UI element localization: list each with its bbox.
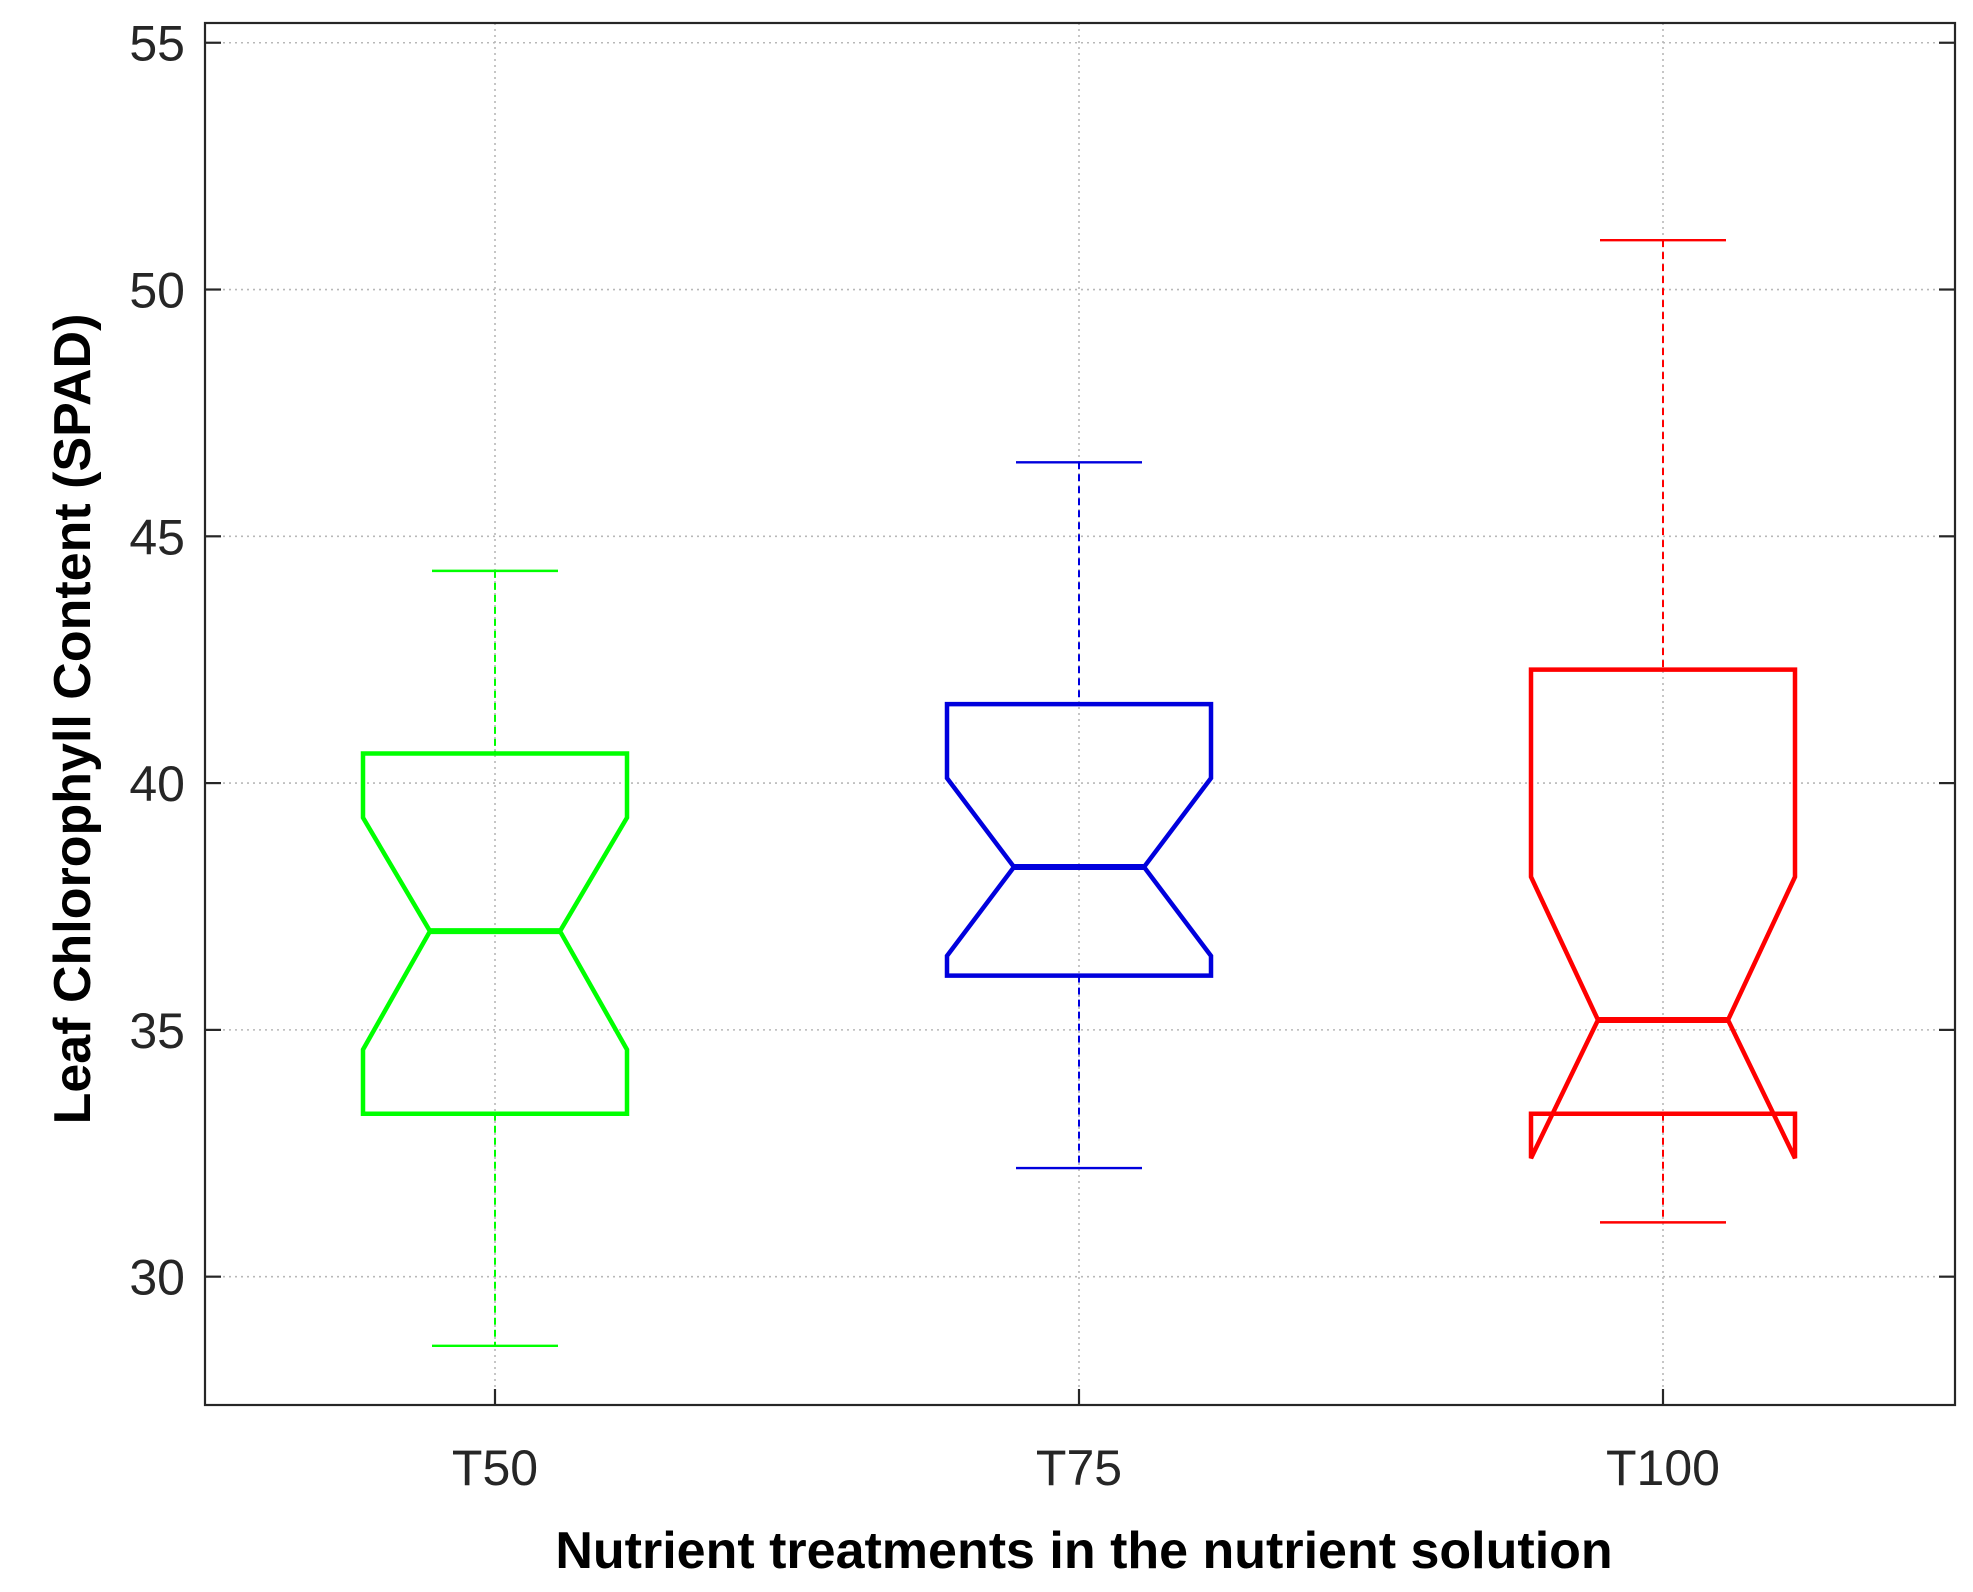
y-tick-label-45: 45 xyxy=(129,509,185,565)
x-tick-label-T75: T75 xyxy=(1036,1440,1122,1496)
notched-box-T75 xyxy=(944,701,1214,978)
x-tick-label-T50: T50 xyxy=(452,1440,538,1496)
box-T50 xyxy=(360,569,630,1347)
y-tick-label-55: 55 xyxy=(129,16,185,72)
y-tick-label-30: 30 xyxy=(129,1250,185,1306)
y-tick-label-40: 40 xyxy=(129,756,185,812)
box-T75 xyxy=(944,461,1214,1170)
y-tick-label-50: 50 xyxy=(129,263,185,319)
axis-ticks: 30 35 40 45 50 55 T50 T75 T100 xyxy=(129,16,1955,1496)
x-axis-title: Nutrient treatments in the nutrient solu… xyxy=(555,1522,1612,1580)
y-tick-label-35: 35 xyxy=(129,1003,185,1059)
box-series xyxy=(360,238,1798,1347)
y-axis-title: Leaf Chlorophyll Content (SPAD) xyxy=(44,314,102,1125)
grid-lines xyxy=(205,23,1955,1405)
notched-box-T50 xyxy=(360,751,630,1117)
box-T100 xyxy=(1528,238,1798,1224)
plot-area-frame xyxy=(203,21,1957,1407)
x-tick-label-T100: T100 xyxy=(1606,1440,1720,1496)
notched-box-T100 xyxy=(1528,667,1798,1160)
